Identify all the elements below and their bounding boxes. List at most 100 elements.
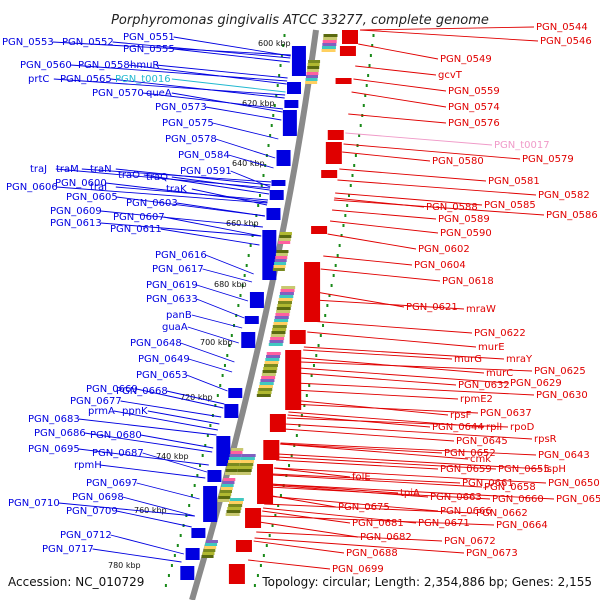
right-gene-label[interactable]: PGN_0637 <box>480 408 532 419</box>
left-gene-label[interactable]: PGN_0668 <box>116 386 168 397</box>
right-gene-label[interactable]: PGN_0582 <box>538 190 590 201</box>
right-gene-label[interactable]: PGN_0590 <box>440 228 492 239</box>
left-gene-label[interactable]: PGN_0570 <box>92 88 144 99</box>
left-gene-label[interactable]: PGN_0555 <box>123 44 175 55</box>
right-gene-label[interactable]: PGN_0581 <box>488 176 540 187</box>
left-gene-label[interactable]: traO <box>118 170 140 181</box>
left-gene-label[interactable]: PGN_0619 <box>146 280 198 291</box>
right-gene-label[interactable]: gcvT <box>438 70 463 81</box>
left-gene-label[interactable]: PGN_0648 <box>130 338 182 349</box>
left-gene-label[interactable]: PGN_0551 <box>123 32 175 43</box>
left-gene-label[interactable]: PGN_0686 <box>34 428 86 439</box>
left-gene-label[interactable]: guaA <box>162 322 188 333</box>
left-gene-label[interactable]: hmuR <box>130 60 159 71</box>
left-gene-label[interactable]: PGN_0669 <box>86 384 138 395</box>
right-gene-label[interactable]: PGN_0662 <box>476 508 528 519</box>
right-gene-label[interactable]: PGN_0586 <box>546 210 598 221</box>
left-gene-label[interactable]: PGN_0575 <box>162 118 214 129</box>
right-gene-label[interactable]: mraY <box>506 354 533 365</box>
right-gene-label[interactable]: PGN_0666 <box>440 506 492 517</box>
right-gene-label[interactable]: PGN_0663 <box>430 492 482 503</box>
left-gene-label[interactable]: traN <box>90 164 112 175</box>
right-gene-label[interactable]: PGN_0672 <box>444 536 496 547</box>
left-gene-label[interactable]: PGN_0600 <box>55 178 107 189</box>
right-gene-label[interactable]: PGN_0549 <box>440 54 492 65</box>
right-gene-label[interactable]: murE <box>478 342 505 353</box>
right-gene-label[interactable]: PGN_0671 <box>418 518 470 529</box>
right-gene-label[interactable]: PGN_0658 <box>484 482 536 493</box>
left-gene-label[interactable]: traM <box>56 164 79 175</box>
left-gene-label[interactable]: PGN_0712 <box>60 530 112 541</box>
left-gene-label[interactable]: rpmH <box>74 460 102 471</box>
left-gene-label[interactable]: traJ <box>30 164 47 175</box>
right-gene-label[interactable]: PGN_0579 <box>522 154 574 165</box>
right-gene-label[interactable]: PGN_0661 <box>462 478 514 489</box>
left-gene-label[interactable]: PGN_0687 <box>92 448 144 459</box>
left-gene-label[interactable]: PGN_0710 <box>8 498 60 509</box>
right-gene-label[interactable]: PGN_0652 <box>444 448 496 459</box>
right-gene-label[interactable]: folE <box>352 472 371 483</box>
left-gene-label[interactable]: PGN_0617 <box>152 264 204 275</box>
right-gene-label[interactable]: ispH <box>544 464 566 475</box>
right-gene-label[interactable]: PGN_0688 <box>346 548 398 559</box>
left-gene-label[interactable]: queA <box>146 88 172 99</box>
left-gene-label[interactable]: PGN_0573 <box>155 102 207 113</box>
left-gene-label[interactable]: PGN_0695 <box>28 444 80 455</box>
right-gene-label[interactable]: PGN_0629 <box>510 378 562 389</box>
left-gene-label[interactable]: PGN_0603 <box>126 198 178 209</box>
left-gene-label[interactable]: PGN_0649 <box>138 354 190 365</box>
right-gene-label[interactable]: PGN_0650 <box>548 478 600 489</box>
right-gene-label[interactable]: PGN_0673 <box>466 548 518 559</box>
right-gene-label[interactable]: PGN_0622 <box>474 328 526 339</box>
right-gene-label[interactable]: rpoD <box>510 422 535 433</box>
right-gene-label[interactable]: PGN_0589 <box>438 214 490 225</box>
right-gene-label[interactable]: PGN_t0017 <box>494 140 550 151</box>
right-gene-label[interactable]: PGN_0576 <box>448 118 500 129</box>
right-gene-label[interactable]: PGN_0655 <box>498 464 550 475</box>
left-gene-label[interactable]: PGN_0680 <box>90 430 142 441</box>
right-gene-label[interactable]: rpsR <box>534 434 557 445</box>
right-gene-label[interactable]: PGN_0659 <box>440 464 492 475</box>
left-gene-label[interactable]: PGN_0717 <box>42 544 94 555</box>
left-gene-label[interactable]: PGN_0653 <box>136 370 188 381</box>
right-gene-label[interactable]: PGN_0546 <box>540 36 592 47</box>
left-gene-label[interactable]: PGN_t0016 <box>115 74 171 85</box>
right-gene-label[interactable]: rplI <box>486 422 502 433</box>
right-gene-label[interactable]: PGN_0681 <box>352 518 404 529</box>
right-gene-label[interactable]: PGN_0585 <box>484 200 536 211</box>
right-gene-label[interactable]: PGN_0544 <box>536 22 588 33</box>
right-gene-label[interactable]: cmk <box>470 454 491 465</box>
left-gene-label[interactable]: panB <box>166 310 192 321</box>
left-gene-label[interactable]: PGN_0578 <box>165 134 217 145</box>
left-gene-label[interactable]: PGN_0553 <box>2 37 54 48</box>
left-gene-label[interactable]: PGN_0607 <box>113 212 165 223</box>
right-gene-label[interactable]: PGN_0645 <box>456 436 508 447</box>
right-gene-label[interactable]: PGN_0643 <box>538 450 590 461</box>
left-gene-label[interactable]: PGN_0616 <box>155 250 207 261</box>
left-gene-label[interactable]: PGN_0633 <box>146 294 198 305</box>
right-gene-label[interactable]: PGN_0559 <box>448 86 500 97</box>
left-gene-label[interactable]: PGN_0584 <box>178 150 230 161</box>
right-gene-label[interactable]: rpsF <box>450 410 472 421</box>
left-gene-label[interactable]: PGN_0591 <box>180 166 232 177</box>
right-gene-label[interactable]: murG <box>454 354 482 365</box>
left-gene-label[interactable]: PGN_0697 <box>86 478 138 489</box>
left-gene-label[interactable]: PGN_0606 <box>6 182 58 193</box>
right-gene-label[interactable]: PGN_0644 <box>432 422 484 433</box>
left-gene-label[interactable]: PGN_0677 <box>70 396 122 407</box>
right-gene-label[interactable]: PGN_0664 <box>496 520 548 531</box>
left-gene-label[interactable]: PGN_0552 <box>62 37 114 48</box>
right-gene-label[interactable]: PGN_0580 <box>432 156 484 167</box>
right-gene-label[interactable]: PGN_0660 <box>492 494 544 505</box>
right-gene-label[interactable]: PGN_0625 <box>534 366 586 377</box>
right-gene-label[interactable]: PGN_0618 <box>442 276 494 287</box>
right-gene-label[interactable]: PGN_0630 <box>536 390 588 401</box>
right-gene-label[interactable]: PGN_0632 <box>458 380 510 391</box>
right-gene-label[interactable]: PGN_0621 <box>406 302 458 313</box>
left-gene-label[interactable]: prmA <box>88 406 115 417</box>
left-gene-label[interactable]: traQ <box>146 172 168 183</box>
left-gene-label[interactable]: PGN_0565 <box>60 74 112 85</box>
right-gene-label[interactable]: mraW <box>466 304 496 315</box>
left-gene-label[interactable]: PGN_0560 <box>20 60 72 71</box>
left-gene-label[interactable]: PGN_0609 <box>50 206 102 217</box>
